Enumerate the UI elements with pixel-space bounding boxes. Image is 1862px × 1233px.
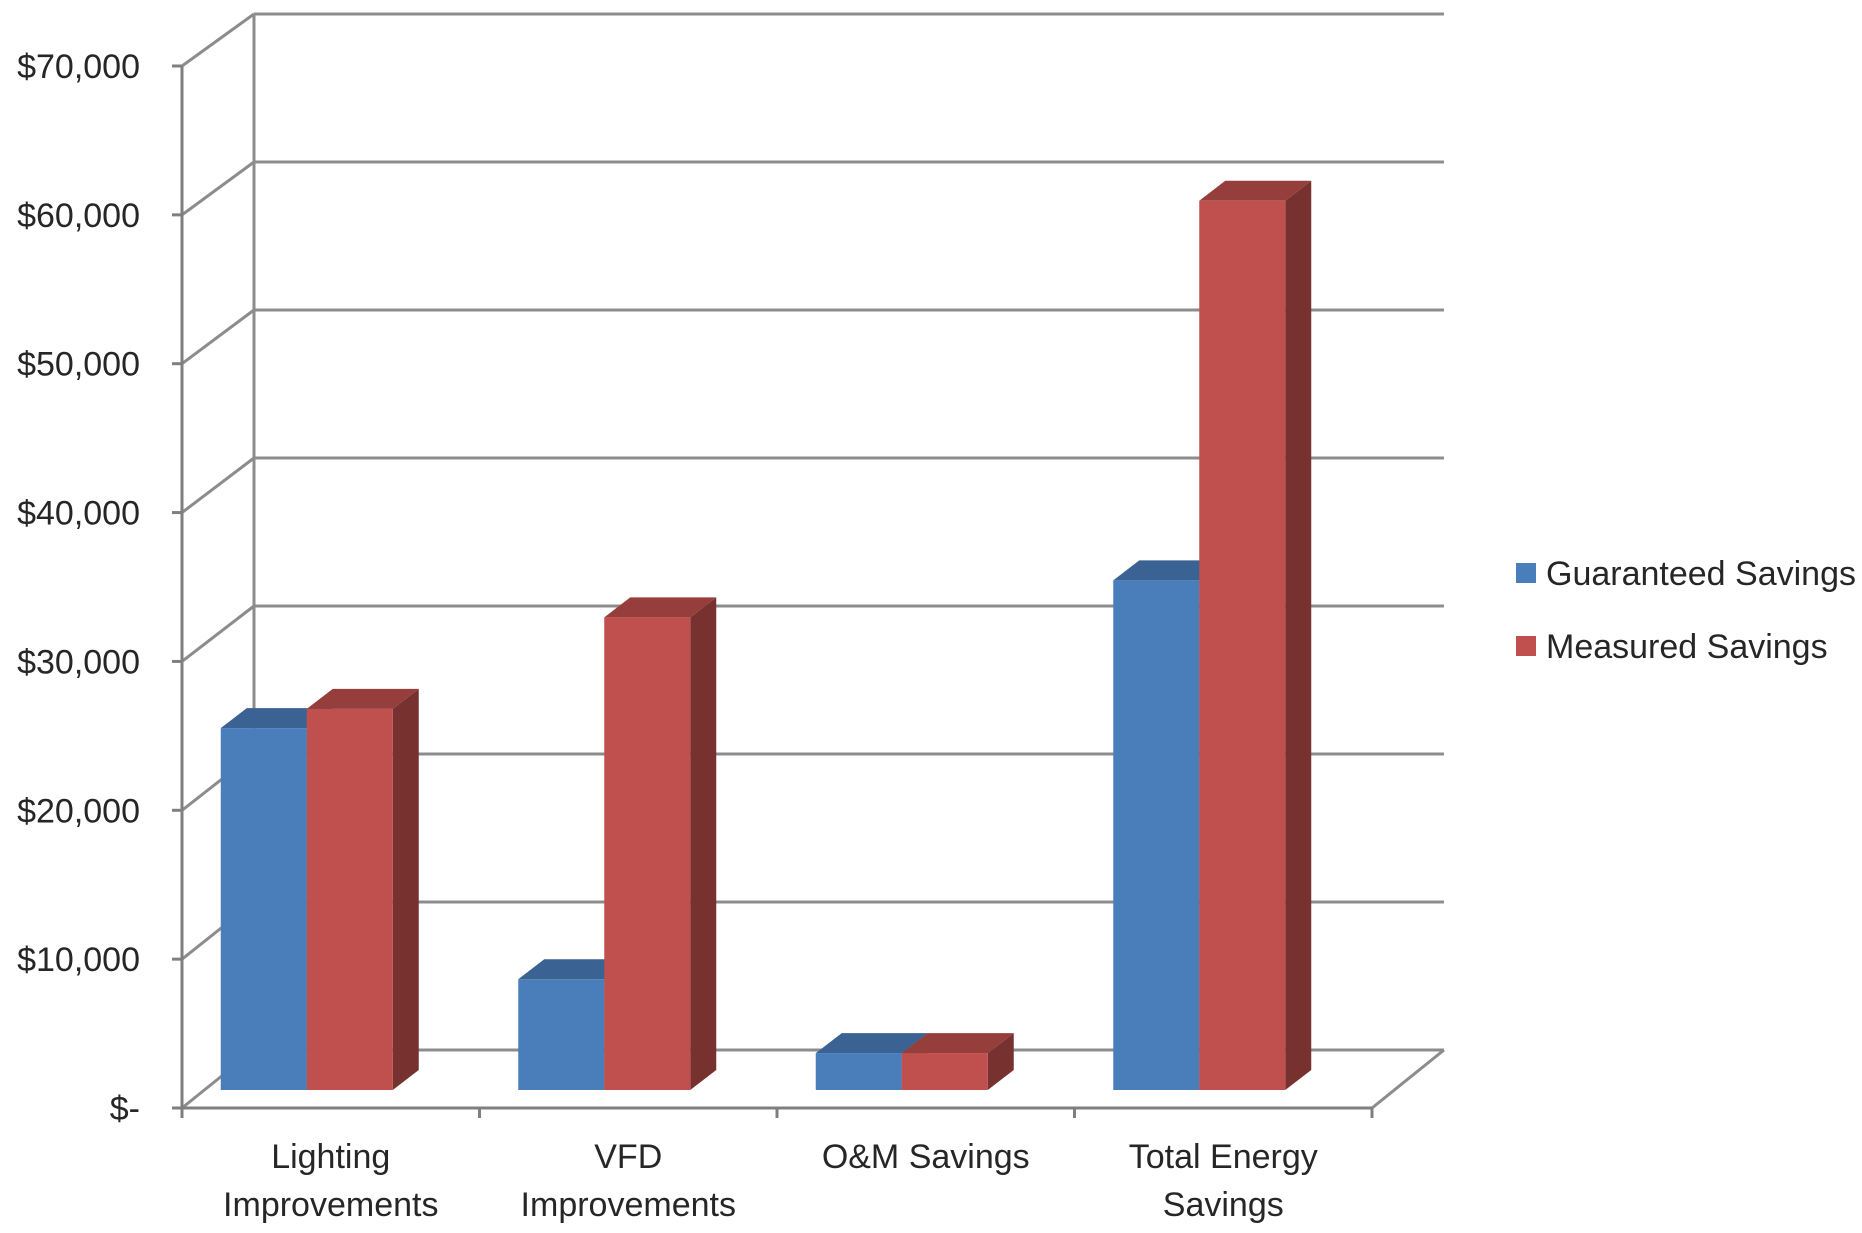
y-tick-label: $10,000 — [17, 941, 140, 979]
floor-edge — [1371, 1048, 1445, 1110]
bars — [220, 180, 1312, 1090]
bar-side — [1285, 180, 1312, 1090]
bar-top — [1113, 560, 1226, 581]
legend-swatch — [1516, 563, 1536, 583]
side-gridline — [181, 604, 255, 663]
bar — [306, 688, 419, 1090]
bar — [901, 1033, 1014, 1090]
bar-front — [604, 617, 691, 1090]
bar-top — [518, 959, 631, 980]
bar-top — [306, 688, 419, 709]
y-tick-label: $40,000 — [17, 495, 140, 533]
y-tick-label: $50,000 — [17, 346, 140, 384]
bar-front — [306, 708, 393, 1090]
side-gridline — [181, 456, 255, 514]
bar-front — [815, 1053, 902, 1090]
bar-front — [1113, 580, 1200, 1090]
bar-top — [901, 1033, 1014, 1054]
y-tick-label: $30,000 — [17, 643, 140, 681]
y-tick-label: $70,000 — [17, 48, 140, 86]
gridlines — [181, 12, 1445, 1110]
x-tick-label: Lighting Improvements — [223, 1138, 438, 1224]
x-tick-label: Total Energy Savings — [1129, 1138, 1318, 1224]
bar — [604, 597, 717, 1090]
bar-front — [901, 1053, 988, 1090]
legend-label: Guaranteed Savings — [1546, 555, 1856, 593]
y-tick-label: $20,000 — [17, 792, 140, 830]
bar-front — [518, 979, 605, 1090]
y-tick-label: $- — [110, 1090, 140, 1128]
bar-top — [220, 708, 333, 729]
bar-top — [815, 1033, 928, 1054]
side-gridline — [181, 160, 255, 217]
bar-side — [392, 688, 419, 1090]
x-tick-label: VFD Improvements — [521, 1138, 736, 1224]
legend-label: Measured Savings — [1546, 628, 1828, 666]
axis-labels: $- $10,000 $20,000 $30,000 $40,000 $50,000 $60… — [17, 48, 1318, 1224]
bar-top — [1199, 180, 1312, 201]
x-tick-label: O&M Savings — [822, 1138, 1030, 1176]
bar — [1199, 180, 1312, 1090]
legend-swatch — [1516, 636, 1536, 656]
bar-front — [1199, 200, 1286, 1090]
legend: Guaranteed Savings Measured Savings — [1516, 555, 1856, 666]
side-gridline — [181, 308, 255, 365]
bar-side — [690, 597, 717, 1090]
side-gridline — [181, 12, 255, 68]
bar-front — [220, 728, 307, 1090]
bar-top — [604, 597, 717, 618]
bar-side — [987, 1033, 1014, 1090]
y-tick-label: $60,000 — [17, 197, 140, 235]
